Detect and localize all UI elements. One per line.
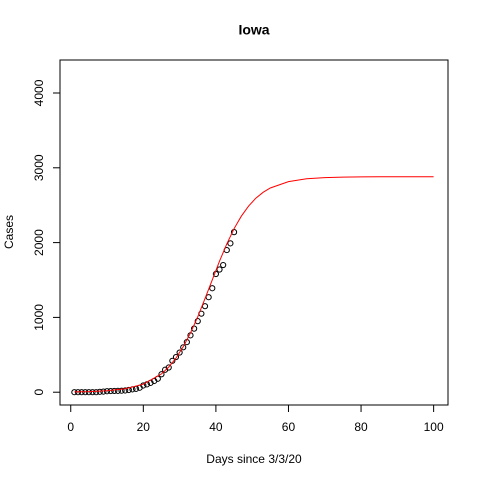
x-axis-label: Days since 3/3/20 xyxy=(206,452,302,466)
data-point xyxy=(111,387,118,395)
data-point xyxy=(216,266,223,273)
data-point xyxy=(125,386,132,394)
chart-title: Iowa xyxy=(238,22,269,38)
x-tick-label: 100 xyxy=(424,420,444,434)
y-axis-label: Cases xyxy=(2,215,16,249)
plot-box xyxy=(59,59,449,406)
x-tick-label: 20 xyxy=(137,420,151,434)
data-point xyxy=(122,387,129,394)
x-tick-label: 80 xyxy=(354,420,368,434)
data-point xyxy=(114,387,122,394)
data-point xyxy=(93,389,100,396)
data-point xyxy=(180,344,187,351)
data-point xyxy=(100,388,107,395)
data-point xyxy=(140,382,147,389)
data-point xyxy=(220,261,227,269)
data-point xyxy=(158,371,165,378)
y-tick-label: 4000 xyxy=(32,79,46,106)
y-tick-label: 3000 xyxy=(32,154,46,181)
x-tick-label: 0 xyxy=(67,420,74,434)
data-point xyxy=(85,389,92,396)
x-tick-label: 40 xyxy=(209,420,223,434)
data-point xyxy=(96,388,103,395)
data-point xyxy=(89,389,96,396)
data-point xyxy=(227,240,234,247)
data-point xyxy=(176,349,183,356)
data-point xyxy=(165,364,172,371)
x-tick-label: 60 xyxy=(282,420,296,434)
data-point xyxy=(172,353,180,361)
data-point xyxy=(209,285,216,292)
data-point xyxy=(118,387,125,394)
y-tick-label: 2000 xyxy=(32,229,46,256)
y-tick-label: 0 xyxy=(32,389,46,396)
y-tick-label: 1000 xyxy=(32,304,46,331)
data-point xyxy=(205,294,212,301)
fit-curve xyxy=(74,176,434,393)
data-point xyxy=(194,318,201,325)
